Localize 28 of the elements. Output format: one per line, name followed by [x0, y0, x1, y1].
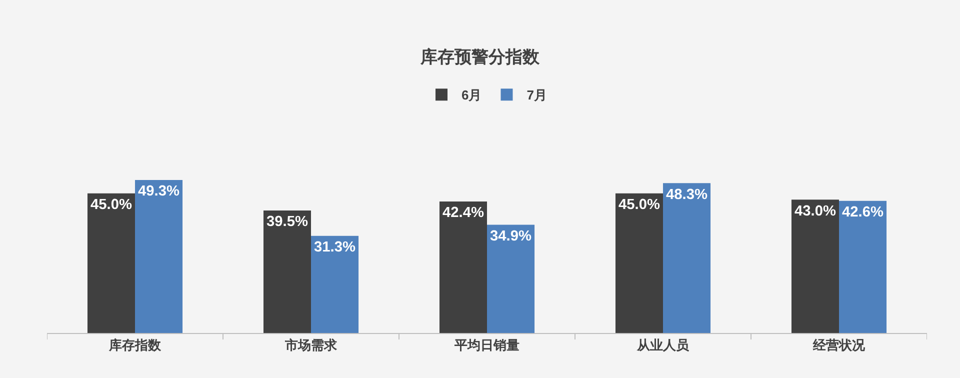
- data-label: 31.3%: [314, 240, 356, 256]
- data-label: 45.0%: [618, 197, 660, 214]
- data-label: 39.5%: [266, 214, 308, 230]
- legend-label: 6月: [462, 88, 482, 103]
- chart-title: 库存预警分指数: [420, 48, 540, 67]
- bar: [663, 183, 711, 333]
- data-label: 43.0%: [794, 203, 836, 220]
- bar: [487, 224, 535, 333]
- bar: [263, 210, 311, 333]
- legend-label: 7月: [526, 88, 547, 103]
- bar: [311, 236, 359, 333]
- bar: [615, 193, 663, 333]
- bar: [87, 193, 135, 333]
- x-tick-label: 平均日销量: [454, 338, 520, 353]
- data-label: 42.6%: [842, 204, 884, 221]
- data-label: 42.4%: [442, 205, 484, 222]
- bar: [439, 201, 487, 333]
- bar: [135, 180, 183, 333]
- data-label: 49.3%: [138, 184, 180, 200]
- x-tick-label: 市场需求: [284, 338, 338, 353]
- data-label: 48.3%: [666, 186, 708, 203]
- data-label: 34.9%: [490, 228, 532, 244]
- x-tick-label: 库存指数: [108, 338, 162, 353]
- bar: [839, 200, 887, 333]
- data-label: 45.0%: [90, 197, 132, 214]
- x-tick-label: 经营状况: [812, 338, 866, 353]
- x-tick-label: 从业人员: [636, 338, 690, 353]
- bar: [791, 200, 839, 333]
